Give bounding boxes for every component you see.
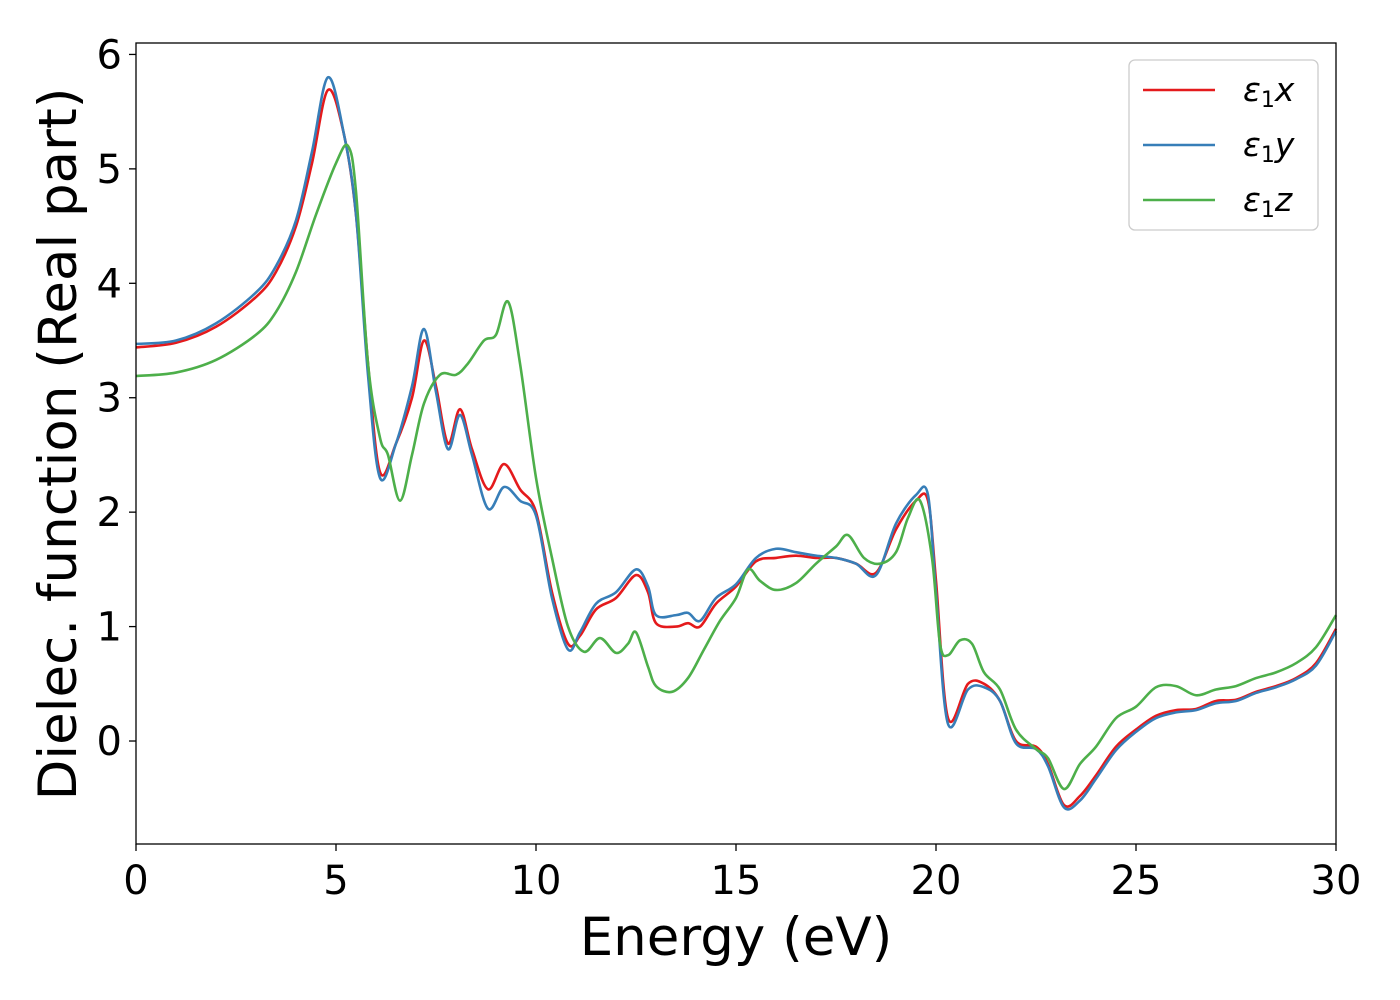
y-tick-label: 0 xyxy=(97,719,122,765)
y-tick-label: 4 xyxy=(97,261,122,307)
x-tick-label: 25 xyxy=(1111,858,1162,904)
x-axis-ticks: 0 5 10 15 20 25 30 xyxy=(123,844,1361,904)
x-tick-label: 30 xyxy=(1311,858,1362,904)
x-tick-label: 0 xyxy=(123,858,148,904)
series-line-z xyxy=(135,143,1338,791)
legend: ε1x ε1y ε1z xyxy=(1128,59,1319,231)
x-tick-label: 10 xyxy=(511,858,562,904)
series-line-y xyxy=(135,76,1338,811)
legend-label-y: ε1y xyxy=(1243,125,1295,168)
y-axis-ticks: 0 1 2 3 4 5 6 xyxy=(97,32,136,765)
legend-label-x: ε1x xyxy=(1243,70,1295,113)
y-tick-label: 1 xyxy=(97,605,122,651)
x-tick-label: 15 xyxy=(711,858,762,904)
y-tick-label: 5 xyxy=(97,147,122,193)
plot-area xyxy=(135,76,1338,811)
x-tick-label: 20 xyxy=(911,858,962,904)
y-tick-label: 3 xyxy=(97,376,122,422)
legend-label-z: ε1z xyxy=(1243,180,1293,223)
y-axis-label: Dielec. function (Real part) xyxy=(28,88,89,801)
y-tick-label: 2 xyxy=(97,490,122,536)
x-axis-label: Energy (eV) xyxy=(580,907,893,968)
y-tick-label: 6 xyxy=(97,32,122,78)
legend-frame xyxy=(1128,59,1319,231)
x-tick-label: 5 xyxy=(323,858,348,904)
